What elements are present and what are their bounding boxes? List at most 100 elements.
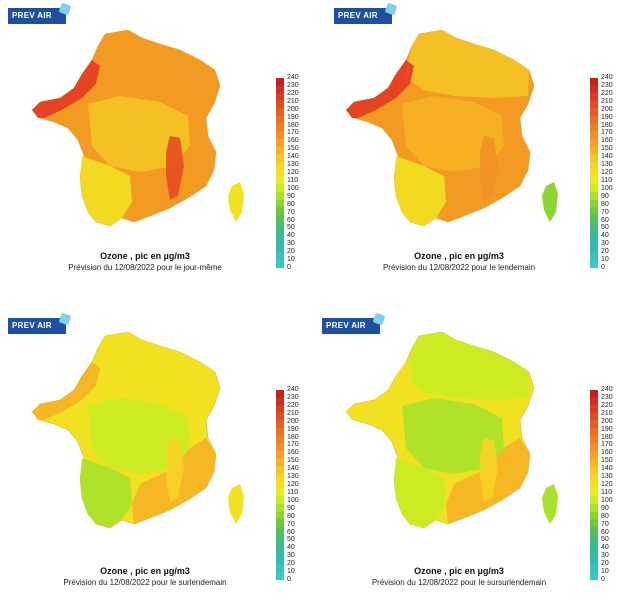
colorbar-step — [276, 131, 284, 140]
colorbar-tick-label: 30 — [601, 240, 609, 248]
colorbar-tick-label: 220 — [601, 401, 613, 409]
colorbar-tick-label: 220 — [287, 401, 299, 409]
colorbar-step — [590, 230, 598, 238]
colorbar-step — [590, 245, 598, 254]
colorbar-tick-label: 160 — [287, 449, 299, 457]
colorbar-tick-label: 140 — [287, 153, 299, 161]
colorbar-step — [590, 519, 598, 528]
colorbar-tick-label: 40 — [601, 544, 609, 552]
prevair-logo: PREV AIR — [334, 2, 398, 24]
colorbar-tick-label: 230 — [601, 393, 613, 401]
region-northwest-coast — [346, 362, 414, 420]
colorbar-tick-label: 20 — [287, 560, 295, 568]
colorbar-tick-label: 120 — [287, 481, 299, 488]
france-ozone-map — [31, 331, 244, 529]
colorbar-tick-label: 50 — [287, 224, 295, 232]
colorbar-step — [276, 466, 284, 474]
colorbar-step — [590, 108, 598, 117]
colorbar-step — [590, 443, 598, 452]
colorbar-step — [590, 405, 598, 414]
colorbar-tick-label: 0 — [601, 576, 605, 583]
colorbar-tick-label: 30 — [287, 240, 295, 248]
region-corsica — [228, 484, 244, 524]
colorbar-step — [276, 207, 284, 216]
colorbar-step — [276, 564, 284, 573]
colorbar-tick-label: 100 — [287, 184, 299, 192]
colorbar-step — [276, 85, 284, 94]
region-north — [90, 30, 215, 98]
colorbar-tick-label: 120 — [601, 481, 613, 488]
colorbar-step — [276, 397, 284, 406]
colorbar-tick-label: 170 — [287, 441, 299, 449]
colorbar-step — [276, 549, 284, 558]
colorbar-tick-label: 200 — [601, 105, 613, 113]
colorbar-tick-label: 160 — [287, 137, 299, 145]
colorbar-step — [276, 488, 284, 497]
colorbar-tick-label: 160 — [601, 449, 613, 457]
region-corsica — [228, 182, 244, 222]
colorbar-tick-label: 40 — [601, 232, 609, 240]
colorbar-tick-label: 100 — [601, 184, 613, 192]
colorbar-step — [590, 420, 598, 429]
colorbar-tick-label: 130 — [287, 473, 299, 481]
colorbar-tick-label: 230 — [287, 393, 299, 401]
colorbar-tick-label: 110 — [601, 176, 613, 184]
colorbar-tick-label: 180 — [287, 121, 299, 129]
colorbar-step — [590, 131, 598, 140]
colorbar-step — [276, 390, 284, 398]
france-ozone-map — [345, 29, 558, 227]
colorbar-step — [276, 161, 284, 170]
colorbar-tick-label: 170 — [601, 441, 613, 449]
colorbar-tick-label: 0 — [287, 264, 291, 271]
region-rhone — [166, 438, 184, 502]
colorbar — [590, 78, 598, 268]
colorbar-step — [276, 123, 284, 132]
colorbar-tick-label: 80 — [287, 512, 295, 520]
colorbar-step — [590, 123, 598, 132]
colorbar-tick-label: 210 — [287, 97, 299, 105]
colorbar-tick-label: 20 — [601, 248, 609, 256]
colorbar-step — [276, 192, 284, 200]
colorbar-tick-label: 210 — [601, 409, 613, 417]
region-north — [404, 332, 529, 400]
colorbar-step — [276, 199, 284, 208]
colorbar-step — [590, 85, 598, 94]
colorbar-tick-label: 180 — [601, 433, 613, 441]
colorbar-tick-label: 100 — [601, 496, 613, 504]
colorbar-step — [276, 428, 284, 436]
colorbar-tick-label: 240 — [601, 386, 613, 393]
colorbar-step — [590, 260, 598, 268]
colorbar-tick-label: 40 — [287, 544, 295, 552]
colorbar-tick-label: 90 — [287, 504, 295, 512]
colorbar-tick-label: 170 — [601, 129, 613, 137]
colorbar-tick-label: 210 — [601, 97, 613, 105]
colorbar-tick-label: 0 — [287, 576, 291, 583]
colorbar-step — [590, 458, 598, 467]
colorbar-ticks: 240 230 220 210 200 190 180 170 160 150 140 130 120 1… — [287, 74, 313, 274]
region-center — [88, 96, 190, 172]
colorbar-tick-label: 180 — [601, 121, 613, 129]
colorbar-step — [590, 214, 598, 223]
map-subtitle: Prévision du 12/08/2022 pour le lendemai… — [382, 263, 536, 272]
colorbar-tick-label: 0 — [601, 264, 605, 271]
region-center — [402, 398, 504, 474]
colorbar-step — [590, 504, 598, 512]
colorbar-tick-label: 150 — [287, 145, 299, 153]
colorbar-tick-label: 20 — [601, 560, 609, 568]
colorbar-step — [590, 116, 598, 124]
colorbar-step — [590, 481, 598, 490]
colorbar-tick-label: 90 — [601, 192, 609, 200]
map-title: Ozone , pic en µg/m3 — [100, 566, 190, 576]
colorbar-tick-label: 40 — [287, 232, 295, 240]
forecast-panel-day1: PREV AIR 240 230 220 210 200 190 180 170 160 150 1… — [314, 0, 628, 300]
region-northwest-coast — [32, 60, 100, 118]
colorbar-tick-label: 150 — [601, 457, 613, 465]
region-corsica — [542, 182, 558, 222]
colorbar-tick-label: 160 — [601, 137, 613, 145]
colorbar-step — [590, 199, 598, 208]
colorbar-tick-label: 140 — [601, 153, 613, 161]
colorbar-step — [276, 511, 284, 520]
colorbar-step — [276, 176, 284, 185]
colorbar-step — [590, 526, 598, 535]
colorbar-step — [276, 473, 284, 482]
